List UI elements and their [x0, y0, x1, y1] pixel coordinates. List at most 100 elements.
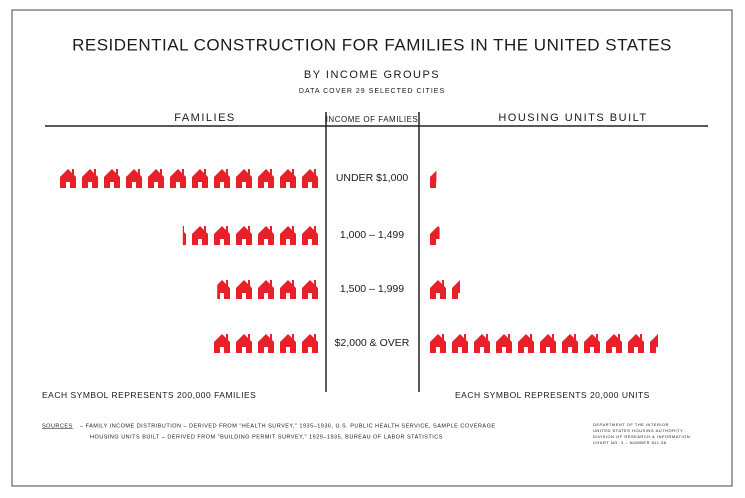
symbol-shape — [302, 226, 318, 245]
scale-value: 20,000 — [590, 390, 619, 400]
pictogram-symbol — [192, 169, 208, 188]
pictogram-symbol — [280, 334, 296, 353]
left-scale-note: EACH SYMBOL REPRESENTS 200,000 FAMILIES — [42, 390, 256, 400]
category-label: 1,000 – 1,499 — [340, 229, 404, 241]
scale-suffix: UNITS — [622, 390, 650, 400]
symbol-shape — [452, 280, 460, 299]
symbol-shape — [126, 169, 142, 188]
pictogram-symbol — [258, 334, 274, 353]
pictogram-symbol — [236, 169, 252, 188]
symbol-shape — [430, 170, 437, 188]
pictogram-symbol — [474, 334, 490, 353]
symbol-shape — [518, 334, 534, 353]
pictogram-row — [60, 169, 318, 188]
scale-suffix: FAMILIES — [214, 390, 256, 400]
credit-line: CHART NO. 3 – NUMBER 811.56 — [593, 440, 667, 445]
pictogram-row — [430, 226, 440, 245]
pictogram-symbol — [82, 169, 98, 188]
symbol-shape — [280, 226, 296, 245]
symbol-shape — [430, 334, 446, 353]
pictogram-symbol — [236, 334, 252, 353]
symbol-shape — [628, 334, 644, 353]
pictogram-symbol — [258, 226, 274, 245]
symbol-shape — [214, 226, 230, 245]
pictogram-symbol — [214, 334, 230, 353]
symbol-shape — [104, 169, 120, 188]
symbol-shape — [562, 334, 578, 353]
pictogram-symbol — [452, 334, 468, 353]
pictogram-symbol — [182, 226, 186, 245]
source-line: – FAMILY INCOME DISTRIBUTION – DERIVED F… — [80, 423, 496, 429]
pictogram-symbol — [280, 169, 296, 188]
pictogram-symbol — [280, 226, 296, 245]
pictogram-symbol — [430, 280, 446, 299]
right-header: HOUSING UNITS BUILT — [498, 112, 647, 124]
category-label: 1,500 – 1,999 — [340, 283, 404, 295]
pictogram-symbol — [518, 334, 534, 353]
pictogram-row — [214, 334, 318, 353]
symbol-shape — [302, 169, 318, 188]
pictogram-symbol — [170, 169, 186, 188]
pictogram-row — [430, 334, 658, 353]
symbol-shape — [452, 334, 468, 353]
pictogram-symbol — [540, 334, 556, 353]
pictogram-symbol — [258, 280, 274, 299]
frame — [11, 9, 733, 487]
symbol-shape — [606, 334, 622, 353]
symbol-shape — [280, 280, 296, 299]
pictogram-symbol — [302, 334, 318, 353]
scale-prefix: EACH SYMBOL REPRESENTS — [455, 390, 587, 400]
symbol-shape — [182, 226, 186, 245]
source-line: HOUSING UNITS BUILT – DERIVED FROM "BUIL… — [90, 434, 443, 440]
pictogram-symbol — [452, 280, 460, 299]
pictogram-symbol — [430, 170, 437, 188]
pictogram-row — [430, 170, 437, 188]
pictogram-symbol — [280, 280, 296, 299]
chart-note: DATA COVER 29 SELECTED CITIES — [299, 88, 445, 95]
symbol-shape — [258, 280, 274, 299]
symbol-shape — [280, 169, 296, 188]
symbol-shape — [217, 280, 230, 299]
symbol-shape — [258, 169, 274, 188]
right-scale-note: EACH SYMBOL REPRESENTS 20,000 UNITS — [455, 390, 650, 400]
symbol-shape — [82, 169, 98, 188]
pictogram-symbol — [430, 334, 446, 353]
chart-subtitle: BY INCOME GROUPS — [304, 69, 440, 81]
symbol-shape — [258, 334, 274, 353]
symbol-shape — [236, 280, 252, 299]
pictogram-symbol — [60, 169, 76, 188]
pictogram-symbol — [236, 226, 252, 245]
pictogram-symbol — [606, 334, 622, 353]
chart-title: RESIDENTIAL CONSTRUCTION FOR FAMILIES IN… — [72, 35, 672, 54]
left-header: FAMILIES — [174, 112, 236, 124]
symbol-shape — [430, 226, 440, 245]
pictogram-symbol — [192, 226, 208, 245]
category-header: INCOME OF FAMILIES — [326, 115, 419, 124]
symbol-shape — [236, 226, 252, 245]
pictogram-symbol — [302, 169, 318, 188]
symbol-shape — [60, 169, 76, 188]
pictogram-symbol — [258, 169, 274, 188]
pictogram-row — [430, 280, 460, 299]
symbol-shape — [192, 169, 208, 188]
symbol-shape — [170, 169, 186, 188]
symbol-shape — [236, 334, 252, 353]
pictogram-symbol — [302, 226, 318, 245]
symbol-shape — [540, 334, 556, 353]
pictogram-symbol — [148, 169, 164, 188]
symbol-shape — [584, 334, 600, 353]
credit-line: DIVISION OF RESEARCH & INFORMATION — [593, 434, 690, 439]
pictogram-symbol — [584, 334, 600, 353]
symbol-shape — [280, 334, 296, 353]
credit-line: UNITED STATES HOUSING AUTHORITY — [593, 428, 683, 433]
symbol-shape — [430, 280, 446, 299]
pictogram-symbol — [628, 334, 644, 353]
pictogram-symbol — [496, 334, 512, 353]
pictogram-symbol — [562, 334, 578, 353]
symbol-shape — [258, 226, 274, 245]
symbol-shape — [650, 334, 658, 353]
scale-prefix: EACH SYMBOL REPRESENTS — [42, 390, 174, 400]
symbol-shape — [148, 169, 164, 188]
symbol-shape — [474, 334, 490, 353]
pictogram-symbol — [650, 334, 658, 353]
